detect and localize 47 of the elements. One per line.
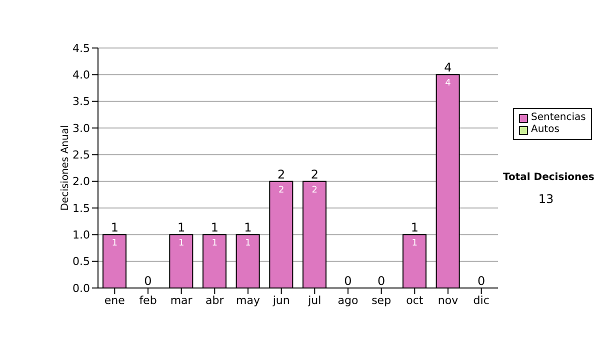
- x-tick-label: feb: [139, 294, 157, 307]
- total-label: 1: [110, 220, 118, 235]
- y-tick-label: 0.5: [72, 255, 90, 268]
- x-tick-label: ago: [338, 294, 358, 307]
- data-label: 2: [278, 185, 284, 196]
- data-label: 1: [245, 238, 251, 249]
- x-tick-label: jul: [307, 294, 322, 307]
- data-label: 1: [412, 238, 418, 249]
- total-label: 1: [244, 220, 252, 235]
- total-label: 1: [210, 220, 218, 235]
- data-label: 1: [212, 238, 218, 249]
- text: 13: [537, 192, 555, 206]
- x-tick-label: jun: [272, 294, 290, 307]
- legend-label: Sentencias: [531, 112, 586, 124]
- total-label: 2: [278, 167, 286, 182]
- total-label: 0: [378, 274, 386, 288]
- legend-label: Autos: [531, 124, 560, 136]
- y-tick-label: 0.0: [72, 282, 90, 295]
- total-label: 0: [478, 274, 486, 288]
- y-tick-label: 3.5: [72, 95, 90, 108]
- x-tick-label: sep: [372, 294, 392, 307]
- text: Total Decisiones: [503, 172, 594, 183]
- y-tick-label: 1.0: [72, 228, 90, 242]
- x-tick-label: oct: [406, 294, 424, 307]
- total-label: 0: [144, 274, 152, 288]
- x-tick-label: dic: [473, 294, 490, 307]
- y-tick-label: 2.5: [72, 148, 90, 162]
- total-label: 0: [344, 274, 352, 288]
- y-tick-label: 3.0: [72, 122, 90, 135]
- total-label: 4: [444, 60, 452, 75]
- data-label: 1: [112, 238, 118, 249]
- x-tick-label: may: [236, 294, 260, 307]
- total-label: 1: [178, 220, 186, 235]
- y-tick-label: 4.0: [72, 68, 90, 82]
- y-tick-label: 4.5: [72, 42, 90, 55]
- x-tick-label: mar: [170, 294, 193, 307]
- y-tick-label: 2.0: [72, 175, 90, 188]
- data-label: 2: [312, 185, 318, 196]
- x-tick-label: abr: [206, 294, 224, 307]
- y-tick-label: 1.5: [72, 202, 90, 215]
- total-label: 2: [310, 167, 318, 182]
- data-label: 1: [178, 238, 184, 249]
- data-label: 4: [445, 78, 452, 89]
- x-tick-label: nov: [438, 294, 459, 307]
- total-label: 1: [410, 220, 418, 235]
- x-tick-label: ene: [104, 294, 126, 307]
- y-axis-title: Decisiones Anual: [60, 125, 71, 211]
